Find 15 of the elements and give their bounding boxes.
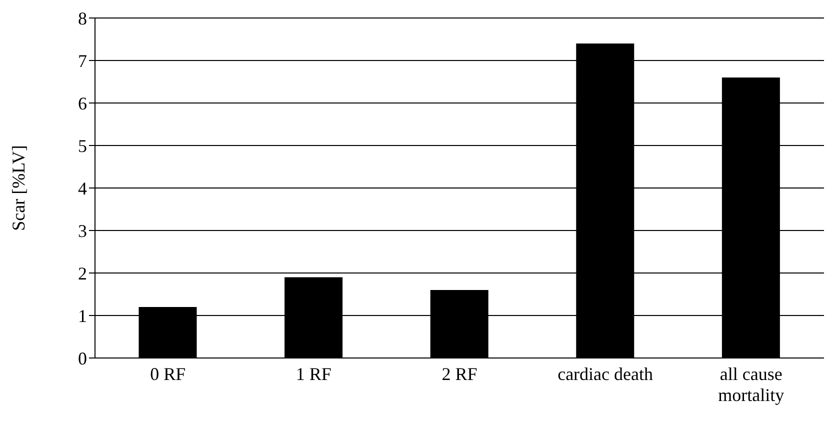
y-tick-label: 3 — [78, 220, 87, 241]
y-tick-label: 7 — [78, 50, 87, 71]
y-axis-title: Scar [%LV] — [8, 145, 28, 231]
y-tick-label: 6 — [78, 93, 87, 114]
x-tick-label: 0 RF — [150, 364, 186, 384]
y-tick-label: 8 — [78, 8, 87, 28]
x-tick-label: cardiac death — [558, 364, 654, 384]
y-tick-label: 5 — [78, 136, 87, 156]
y-tick-label: 2 — [78, 263, 87, 284]
x-tick-label: all cause mortality — [718, 364, 784, 405]
y-tick-label: 4 — [78, 178, 87, 198]
y-tick-label: 0 — [78, 348, 87, 368]
y-tick-label: 1 — [78, 306, 87, 326]
x-tick-label: 2 RF — [442, 364, 478, 384]
x-tick-label: 1 RF — [296, 364, 332, 384]
